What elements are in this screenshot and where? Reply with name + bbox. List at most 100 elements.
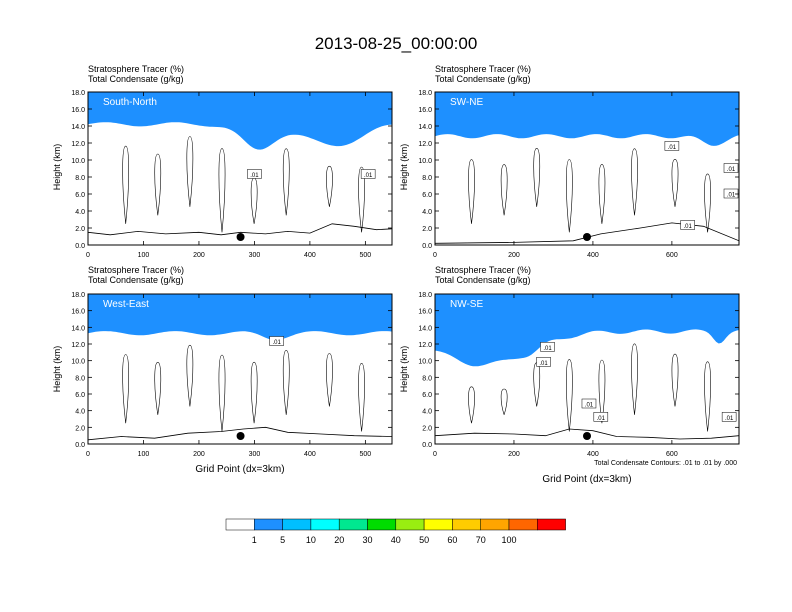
- contour-label-box: [721, 412, 737, 422]
- colorbar-swatch: [282, 518, 312, 531]
- y-tick-label: 0.0: [75, 442, 85, 449]
- panel-2-line1: Stratosphere Tracer (%): [435, 64, 531, 74]
- x-tick-label: 200: [508, 451, 520, 458]
- colorbar-label: 40: [391, 535, 401, 545]
- x-tick-label: 400: [304, 451, 316, 458]
- figure-title: 2013-08-25_00:00:00: [315, 34, 478, 53]
- x-tick-label: 600: [666, 451, 678, 458]
- contour-label-box: [360, 169, 376, 179]
- panel-4-xlabel: Grid Point (dx=3km): [542, 474, 631, 485]
- x-tick-label: 400: [587, 252, 599, 259]
- condensate-contour: [250, 361, 258, 424]
- tracer-band: [435, 92, 739, 146]
- y-tick-label: 4.0: [75, 209, 85, 216]
- contour-label-box: [269, 336, 284, 346]
- y-tick-label: 6.0: [75, 392, 85, 399]
- x-tick-label: 0: [433, 451, 437, 458]
- condensate-contour: [186, 136, 194, 207]
- contour-label-box: [247, 169, 262, 179]
- colorbar-label: 30: [362, 535, 372, 545]
- y-tick-label: 8.0: [75, 175, 85, 182]
- y-tick-label: 18.0: [418, 292, 432, 299]
- y-tick-label: 14.0: [71, 124, 85, 131]
- condensate-contour: [566, 159, 573, 233]
- panel-nw-se: Stratosphere Tracer (%) Total Condensate…: [399, 265, 740, 485]
- y-tick-label: 0.0: [422, 442, 432, 449]
- y-tick-label: 12.0: [418, 141, 432, 148]
- y-tick-label: 4.0: [422, 409, 432, 416]
- contour-label-box: [723, 163, 739, 173]
- colorbar-swatch: [310, 518, 340, 531]
- x-tick-label: 400: [304, 252, 316, 259]
- panel-4-line1: Stratosphere Tracer (%): [435, 265, 531, 275]
- colorbar-label: 50: [419, 535, 429, 545]
- y-tick-label: 8.0: [422, 375, 432, 382]
- panel-1-line1: Stratosphere Tracer (%): [88, 64, 184, 74]
- condensate-contour: [218, 354, 226, 432]
- y-tick-label: 10.0: [418, 158, 432, 165]
- condensate-contour: [326, 165, 333, 207]
- colorbar-label: 100: [501, 535, 516, 545]
- panel-4-line2: Total Condensate (g/kg): [435, 275, 531, 285]
- condensate-contour: [218, 148, 226, 233]
- condensate-contour: [122, 354, 129, 424]
- contour-label-box: [680, 220, 695, 230]
- condensate-contour: [186, 344, 194, 407]
- panel-label: SW-NE: [450, 97, 483, 108]
- panel-label: South-North: [103, 97, 157, 108]
- x-tick-label: 200: [508, 252, 520, 259]
- y-tick-label: 10.0: [71, 158, 85, 165]
- colorbar-label: 1: [252, 535, 257, 545]
- colorbar-swatch: [338, 518, 368, 531]
- y-tick-label: 4.0: [422, 209, 432, 216]
- y-tick-label: 16.0: [418, 107, 432, 114]
- y-tick-label: 2.0: [75, 425, 85, 432]
- terrain-line: [88, 426, 392, 441]
- panel-2-ylabel: Height (km): [399, 144, 409, 191]
- location-marker: [583, 432, 591, 440]
- y-tick-label: 10.0: [71, 359, 85, 366]
- y-tick-label: 2.0: [422, 226, 432, 233]
- condensate-contour: [566, 359, 573, 432]
- condensate-contour: [598, 164, 606, 224]
- condensate-contour: [122, 145, 129, 224]
- contour-label-box: [581, 398, 597, 409]
- colorbar-label: 5: [280, 535, 285, 545]
- y-tick-label: 16.0: [71, 107, 85, 114]
- contour-label-box: [540, 342, 555, 352]
- plot-frame: [87, 91, 393, 246]
- x-tick-label: 500: [360, 252, 372, 259]
- condensate-contour: [154, 153, 162, 216]
- y-tick-label: 10.0: [418, 359, 432, 366]
- condensate-contour: [598, 359, 606, 424]
- y-tick-label: 12.0: [418, 342, 432, 349]
- panel-1-line2: Total Condensate (g/kg): [88, 74, 184, 84]
- colorbar-swatch: [395, 518, 425, 531]
- x-tick-label: 500: [360, 451, 372, 458]
- terrain-line: [435, 428, 739, 440]
- contour-label: .01: [668, 145, 677, 151]
- y-tick-label: 18.0: [418, 90, 432, 97]
- condensate-contour: [358, 166, 365, 233]
- panel-3-xlabel: Grid Point (dx=3km): [195, 464, 284, 475]
- y-tick-label: 12.0: [71, 141, 85, 148]
- panel-label: NW-SE: [450, 299, 483, 310]
- x-tick-label: 400: [587, 451, 599, 458]
- panel-1-ylabel: Height (km): [52, 144, 62, 191]
- location-marker: [236, 233, 245, 241]
- contour-label: .01: [272, 340, 281, 346]
- y-tick-label: 14.0: [418, 124, 432, 131]
- y-tick-label: 16.0: [71, 309, 85, 316]
- y-tick-label: 2.0: [422, 425, 432, 432]
- tracer-band: [88, 294, 392, 341]
- contour-label: .01: [543, 346, 552, 352]
- contour-note: Total Condensate Contours: .01 to .01 by…: [594, 460, 737, 467]
- colorbar-swatch: [537, 518, 566, 531]
- colorbar: 1 5 10 20 30 40 50 60 70 100: [225, 518, 566, 545]
- contour-label-box: [593, 412, 609, 422]
- condensate-contour: [631, 148, 638, 216]
- colorbar-swatch: [452, 518, 481, 531]
- y-tick-label: 18.0: [71, 90, 85, 97]
- colorbar-swatch: [508, 518, 538, 531]
